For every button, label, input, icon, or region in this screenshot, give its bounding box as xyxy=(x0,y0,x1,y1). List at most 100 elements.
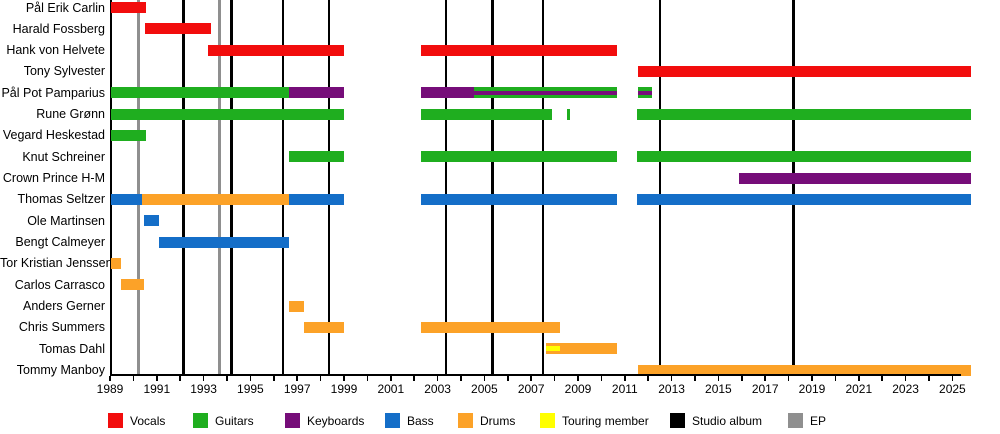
member-role-bar xyxy=(143,215,160,227)
x-axis-tick xyxy=(132,376,135,381)
member-label: Pål Pot Pamparius xyxy=(1,85,105,100)
member-label: Vegard Heskestad xyxy=(2,128,105,143)
member-role-bar xyxy=(637,65,972,77)
x-axis-tick xyxy=(624,376,626,381)
x-axis-tick xyxy=(109,376,111,381)
x-axis-year-label: 2011 xyxy=(611,382,638,396)
legend-label: Touring member xyxy=(562,414,649,428)
member-role-bar xyxy=(421,87,474,99)
x-axis-tick xyxy=(764,376,766,381)
legend-swatch xyxy=(108,413,123,428)
member-label: Ole Martinsen xyxy=(27,213,105,228)
ep-line xyxy=(136,0,140,375)
x-axis-year-label: 2009 xyxy=(564,382,592,396)
x-axis-tick xyxy=(647,376,649,381)
member-role-bar xyxy=(421,321,561,333)
x-axis-tick xyxy=(319,376,322,381)
x-axis-tick xyxy=(202,376,205,381)
member-role-bar xyxy=(145,23,211,35)
member-label: Rune Grønn xyxy=(36,107,105,122)
legend-swatch xyxy=(193,413,208,428)
member-role-bar xyxy=(636,151,972,163)
legend-label: Keyboards xyxy=(307,414,365,428)
member-role-bar xyxy=(289,193,344,205)
studio-album-line xyxy=(792,0,795,375)
x-axis-year-label: 2001 xyxy=(377,382,405,396)
x-axis-year-label: 2005 xyxy=(471,382,498,396)
member-role-bar xyxy=(546,343,617,355)
legend-label: Guitars xyxy=(215,414,254,428)
legend-label: Vocals xyxy=(130,414,166,428)
member-role-bar xyxy=(421,193,617,205)
legend-swatch xyxy=(788,413,803,428)
legend-swatch xyxy=(540,413,555,428)
x-axis-tick xyxy=(343,376,345,381)
member-role-bar xyxy=(421,151,617,163)
x-axis-year-label: 2019 xyxy=(798,382,826,396)
member-role-bar xyxy=(159,236,289,248)
member-role-bar xyxy=(739,172,972,184)
x-axis-year-label: 1997 xyxy=(283,382,311,396)
legend-label: Bass xyxy=(407,414,434,428)
member-role-bar xyxy=(421,44,617,56)
x-axis-year-label: 2017 xyxy=(751,382,779,396)
member-role-bar xyxy=(636,108,972,120)
x-axis-tick xyxy=(436,376,439,381)
member-role-bar xyxy=(637,87,652,99)
x-axis-tick xyxy=(179,376,181,381)
studio-album-line xyxy=(658,0,662,375)
x-axis-year-label: 2007 xyxy=(517,382,545,396)
legend-label: Studio album xyxy=(692,414,763,428)
x-axis-year-label: 2013 xyxy=(658,382,685,396)
member-role-bar xyxy=(111,129,147,141)
x-axis-tick xyxy=(881,376,883,381)
studio-album-line xyxy=(444,0,448,375)
member-role-bar xyxy=(111,193,142,205)
x-axis-tick xyxy=(858,376,860,381)
member-role-bar xyxy=(111,87,289,99)
member-label: Tony Sylvester xyxy=(23,64,105,79)
secondary-role-stripe xyxy=(637,91,652,95)
x-axis-tick xyxy=(226,376,228,381)
x-axis-tick xyxy=(904,376,907,381)
x-axis-tick xyxy=(553,376,556,381)
x-axis-tick xyxy=(413,376,415,381)
member-role-bar xyxy=(636,193,972,205)
member-role-bar xyxy=(208,44,344,56)
x-axis-tick xyxy=(951,376,954,381)
member-role-bar xyxy=(637,364,972,376)
x-axis-tick xyxy=(390,376,392,381)
member-label: Bengt Calmeyer xyxy=(15,235,105,250)
x-axis-tick xyxy=(600,376,603,381)
member-role-bar xyxy=(289,151,344,163)
x-axis-tick xyxy=(273,376,275,381)
member-role-bar xyxy=(473,87,617,99)
x-axis-year-label: 2015 xyxy=(705,382,732,396)
member-role-bar xyxy=(421,108,553,120)
member-role-bar xyxy=(111,108,344,120)
x-axis-tick xyxy=(787,376,790,381)
member-label: Crown Prince H-M xyxy=(2,171,105,186)
member-label: Thomas Seltzer xyxy=(17,192,105,207)
x-axis-year-label: 1989 xyxy=(96,382,124,396)
member-label: Harald Fossberg xyxy=(12,21,105,36)
touring-overlay-bar xyxy=(546,346,561,352)
x-axis-year-label: 2025 xyxy=(939,382,966,396)
x-axis-tick xyxy=(577,376,579,381)
ep-line xyxy=(218,0,222,375)
x-axis-tick xyxy=(366,376,369,381)
x-axis-tick xyxy=(296,376,298,381)
member-role-bar xyxy=(304,321,344,333)
member-role-bar xyxy=(289,300,305,312)
member-label: Tomas Dahl xyxy=(39,341,105,356)
x-axis-tick xyxy=(249,376,252,381)
studio-album-line xyxy=(327,0,331,375)
studio-album-line xyxy=(491,0,494,375)
member-label: Hank von Helvete xyxy=(6,43,105,58)
x-axis-year-label: 1995 xyxy=(237,382,264,396)
studio-album-line xyxy=(281,0,285,375)
plot-left-spine xyxy=(110,0,112,375)
legend-swatch xyxy=(458,413,473,428)
member-role-bar xyxy=(120,279,144,291)
